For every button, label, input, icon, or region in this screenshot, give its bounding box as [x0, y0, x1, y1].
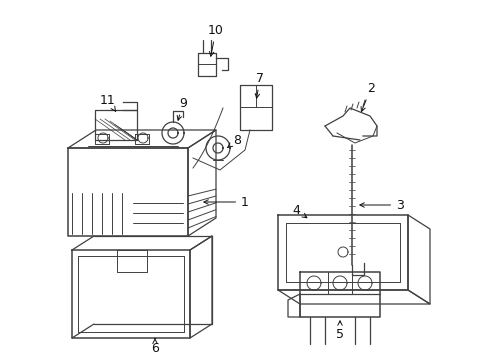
Text: 1: 1	[203, 195, 248, 208]
Text: 2: 2	[360, 81, 374, 112]
Text: 5: 5	[335, 321, 343, 342]
Text: 6: 6	[151, 339, 159, 355]
Text: 3: 3	[359, 198, 403, 212]
Text: 8: 8	[227, 134, 241, 147]
Text: 11: 11	[100, 94, 116, 112]
Text: 10: 10	[207, 23, 224, 56]
Text: 9: 9	[177, 96, 186, 120]
Text: 4: 4	[291, 203, 306, 218]
Text: 7: 7	[255, 72, 264, 98]
